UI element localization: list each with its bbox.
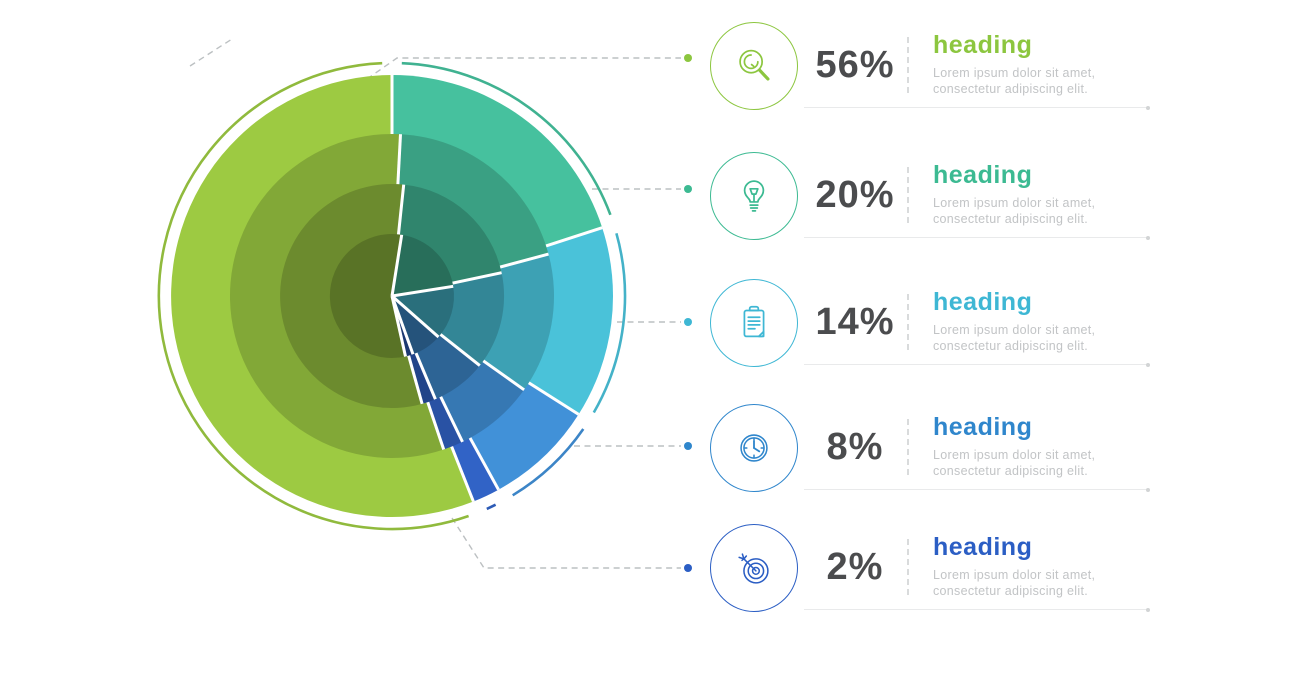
pie-divider-line <box>391 284 454 298</box>
lightbulb-icon <box>710 152 798 240</box>
pie-orbit-arc <box>486 503 497 511</box>
clipboard-icon <box>710 279 798 367</box>
connector-line <box>366 57 681 80</box>
connector-line <box>451 517 681 569</box>
percent-value: 20% <box>815 173 895 216</box>
row-divider <box>804 235 1150 240</box>
item-heading: heading <box>933 161 1033 189</box>
clock-icon <box>710 404 798 492</box>
pie-orbit-arc <box>512 428 585 497</box>
pie-orbit-arc <box>157 61 470 531</box>
connector-dot <box>684 318 692 326</box>
legend-item-4: 8% heading Lorem ipsum dolor sit amet, c… <box>700 392 1200 502</box>
pie-divider-line <box>391 294 440 339</box>
pie-divider-line <box>390 295 407 357</box>
item-description: Lorem ipsum dolor sit amet, consectetur … <box>933 66 1096 96</box>
pie-slice <box>392 296 439 355</box>
item-description: Lorem ipsum dolor sit amet, consectetur … <box>933 323 1096 353</box>
pie-slice <box>392 234 454 296</box>
dashed-separator <box>907 419 909 475</box>
item-heading: heading <box>933 31 1033 59</box>
item-description: Lorem ipsum dolor sit amet, consectetur … <box>933 448 1096 478</box>
legend-item-5: 2% heading Lorem ipsum dolor sit amet, c… <box>700 512 1200 622</box>
percent-value: 56% <box>815 43 895 86</box>
item-heading: heading <box>933 413 1033 441</box>
magnifier-icon <box>710 22 798 110</box>
dashed-separator <box>907 167 909 223</box>
legend-item-3: 14% heading Lorem ipsum dolor sit amet, … <box>700 267 1200 377</box>
row-divider <box>804 105 1150 110</box>
dashed-separator <box>907 37 909 93</box>
dashed-separator <box>907 294 909 350</box>
connector-line <box>189 38 233 67</box>
pie-chart <box>142 46 642 546</box>
connector-dot <box>684 564 692 572</box>
dashed-separator <box>907 539 909 595</box>
connector-dot <box>684 442 692 450</box>
pie-orbit-arc <box>401 61 612 216</box>
pie-slice <box>329 234 406 359</box>
legend-item-2: 20% heading Lorem ipsum dolor sit amet, … <box>700 140 1200 250</box>
connector-dot <box>684 54 692 62</box>
item-description: Lorem ipsum dolor sit amet, consectetur … <box>933 568 1096 598</box>
legend-item-1: 56% heading Lorem ipsum dolor sit amet, … <box>700 10 1200 120</box>
connector-dot <box>684 185 692 193</box>
row-divider <box>804 362 1150 367</box>
target-icon <box>710 524 798 612</box>
row-divider <box>804 607 1150 612</box>
percent-value: 2% <box>826 545 884 588</box>
pie-slice <box>392 286 454 337</box>
pie-divider-line <box>390 234 404 297</box>
item-heading: heading <box>933 288 1033 316</box>
row-divider <box>804 487 1150 492</box>
pie-orbit-arc <box>592 232 627 414</box>
item-description: Lorem ipsum dolor sit amet, consectetur … <box>933 196 1096 226</box>
percent-value: 14% <box>815 300 895 343</box>
item-heading: heading <box>933 533 1033 561</box>
percent-value: 8% <box>826 425 884 468</box>
